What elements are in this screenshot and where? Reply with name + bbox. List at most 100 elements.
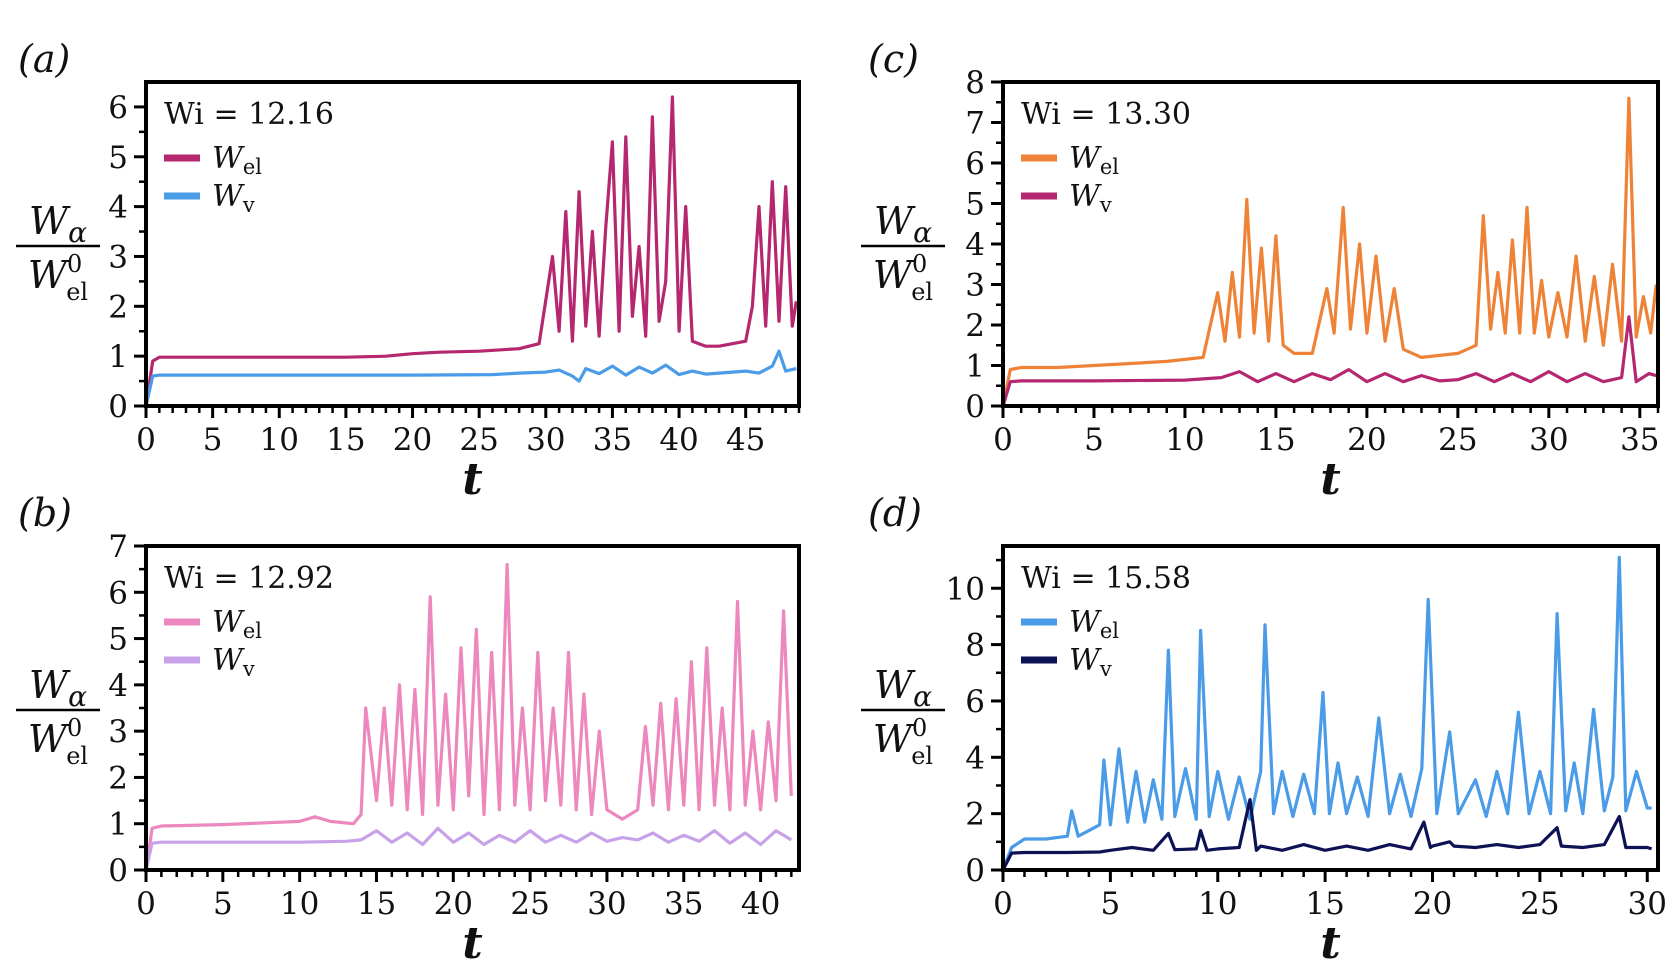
y-tick-label: 0 [108, 853, 128, 889]
legend-label: Wel [1069, 605, 1119, 643]
x-axis-label: t [1320, 454, 1340, 505]
series-line-W-v [146, 349, 797, 406]
x-tick-label: 35 [664, 886, 703, 922]
x-tick-label: 15 [326, 422, 365, 458]
series-group [1003, 555, 1653, 870]
legend-label: Wv [1069, 643, 1112, 681]
plot-frame [1001, 544, 1660, 872]
legend-label: Wv [212, 179, 255, 217]
series-line-W-el [1003, 96, 1658, 406]
y-tick-label: 4 [965, 227, 985, 263]
y-tick-label: 8 [965, 65, 985, 101]
wi-annotation: Wi = 12.16 [164, 97, 334, 132]
y-tick-label: 7 [965, 106, 985, 142]
x-tick-label: 40 [659, 422, 698, 458]
y-tick-label: 8 [965, 628, 985, 664]
x-tick-label: 10 [260, 422, 299, 458]
x-tick-label: 25 [1520, 886, 1559, 922]
x-tick-label: 20 [434, 886, 473, 922]
y-tick-label: 2 [108, 760, 128, 796]
x-tick-label: 0 [136, 886, 156, 922]
x-tick-label: 25 [459, 422, 498, 458]
series-line-W-v [1003, 798, 1653, 870]
x-tick-label: 5 [203, 422, 223, 458]
y-tick-label: 2 [965, 797, 985, 833]
plot-frame [144, 80, 801, 408]
y-tick-label: 6 [965, 146, 985, 182]
y-tick-label: 7 [108, 529, 128, 565]
y-tick-label: 4 [965, 740, 985, 776]
x-tick-label: 15 [1305, 886, 1344, 922]
y-tick-label: 2 [108, 289, 128, 325]
y-tick-label: 6 [108, 90, 128, 126]
y-tick-label: 1 [965, 349, 985, 385]
series-group [146, 562, 793, 870]
x-tick-label: 5 [1084, 422, 1104, 458]
x-tick-label: 20 [393, 422, 432, 458]
x-axis-label: t [462, 454, 482, 505]
y-tick-label: 1 [108, 807, 128, 843]
x-tick-label: 10 [280, 886, 319, 922]
x-tick-label: 15 [357, 886, 396, 922]
y-axis-label-numerator: Wα [29, 663, 87, 713]
x-tick-label: 30 [1529, 422, 1568, 458]
y-tick-label: 6 [965, 684, 985, 720]
wi-annotation: Wi = 12.92 [164, 561, 334, 596]
x-tick-label: 0 [993, 886, 1013, 922]
y-axis-label-denominator: W0 el [873, 250, 933, 306]
x-axis-label: t [462, 918, 482, 969]
x-tick-label: 5 [1101, 886, 1121, 922]
series-line-W-v [146, 826, 793, 870]
y-tick-label: 1 [108, 339, 128, 375]
x-axis-label: t [1320, 918, 1340, 969]
y-tick-label: 5 [108, 140, 128, 176]
wi-annotation: Wi = 15.58 [1021, 561, 1191, 596]
y-axis-label-denominator: W0 el [873, 714, 933, 770]
panel-label: (d) [868, 491, 922, 535]
y-axis-label-numerator: Wα [874, 199, 932, 249]
y-tick-label: 0 [108, 389, 128, 425]
x-tick-label: 40 [741, 886, 780, 922]
x-tick-label: 45 [726, 422, 765, 458]
x-tick-label: 30 [526, 422, 565, 458]
y-tick-label: 10 [946, 571, 985, 607]
panel-label: (b) [18, 491, 72, 535]
x-tick-label: 10 [1198, 886, 1237, 922]
y-tick-label: 3 [965, 268, 985, 304]
y-tick-label: 0 [965, 853, 985, 889]
y-tick-label: 4 [108, 190, 128, 226]
panel-label: (a) [18, 37, 70, 81]
y-tick-label: 6 [108, 575, 128, 611]
y-tick-label: 3 [108, 239, 128, 275]
x-tick-label: 10 [1165, 422, 1204, 458]
y-tick-label: 0 [965, 389, 985, 425]
y-tick-label: 4 [108, 668, 128, 704]
y-tick-label: 5 [965, 187, 985, 223]
x-tick-label: 25 [510, 886, 549, 922]
x-tick-label: 30 [1628, 886, 1667, 922]
x-tick-label: 0 [136, 422, 156, 458]
x-tick-label: 20 [1347, 422, 1386, 458]
series-line-W-el [146, 95, 798, 406]
x-tick-label: 35 [1620, 422, 1659, 458]
legend-label: Wel [1069, 141, 1119, 179]
y-tick-label: 3 [108, 714, 128, 750]
series-line-W-el [146, 562, 793, 870]
panel-label: (c) [868, 37, 919, 81]
series-line-W-el [1003, 555, 1652, 870]
y-axis-label-numerator: Wα [29, 199, 87, 249]
x-tick-label: 30 [587, 886, 626, 922]
x-tick-label: 15 [1256, 422, 1295, 458]
x-tick-label: 5 [213, 886, 233, 922]
x-tick-label: 35 [593, 422, 632, 458]
x-tick-label: 0 [993, 422, 1013, 458]
y-axis-label-denominator: W0 el [28, 250, 88, 306]
x-tick-label: 25 [1438, 422, 1477, 458]
series-group [1003, 96, 1658, 406]
legend-label: Wel [212, 141, 262, 179]
wi-annotation: Wi = 13.30 [1021, 97, 1191, 132]
